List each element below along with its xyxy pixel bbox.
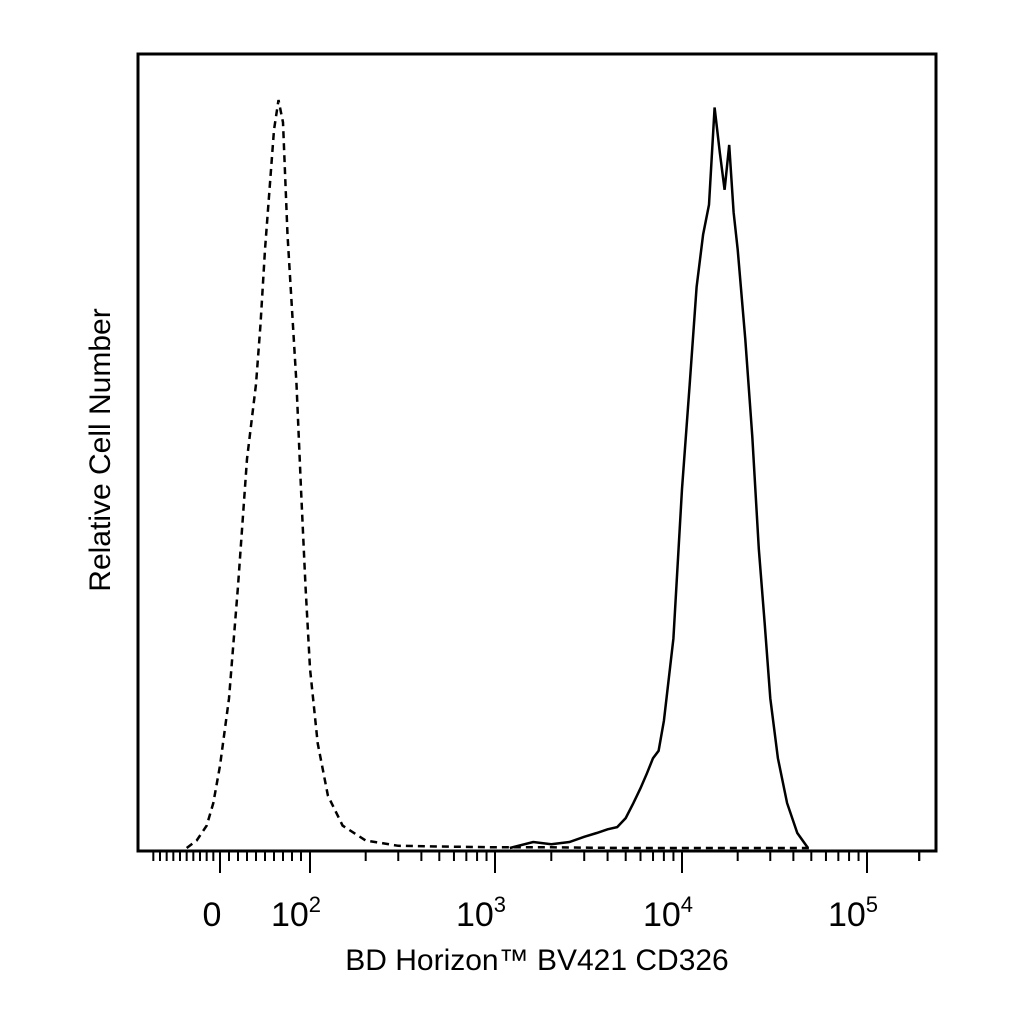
x-axis-ticks	[152, 851, 921, 873]
y-axis-title: Relative Cell Number	[84, 308, 117, 591]
x-axis-title: BD Horizon™ BV421 CD326	[345, 944, 729, 977]
x-axis-tick-labels: 0 102 103 104 105	[203, 892, 879, 934]
stained-histogram-series	[509, 107, 810, 850]
x-tick-label: 104	[643, 892, 693, 934]
x-tick-label: 103	[456, 892, 506, 934]
series-layer	[185, 99, 812, 850]
x-tick-label: 102	[271, 892, 321, 934]
plot-frame	[136, 52, 938, 853]
control-histogram-series	[185, 99, 812, 850]
x-tick-label: 105	[828, 892, 878, 934]
x-tick-label: 0	[203, 896, 222, 934]
